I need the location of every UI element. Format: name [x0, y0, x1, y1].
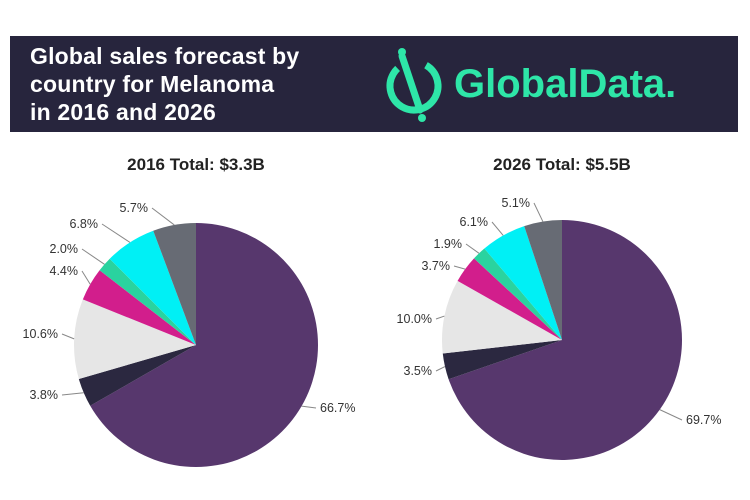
pie-slice — [99, 258, 196, 345]
leader-line — [435, 315, 445, 320]
globaldata-logo-icon — [386, 48, 442, 122]
pie-slice — [74, 299, 196, 380]
pie-slice — [82, 270, 196, 345]
leader-line — [491, 221, 504, 236]
slice-label: 3.7% — [422, 259, 451, 273]
chart-title-2016: 2016 Total: $3.3B — [127, 155, 265, 174]
leader-line — [659, 409, 683, 421]
pie-chart-2026: 69.7% 3.5% 10.0% 3.7% 1.9% 6.1% 5.1% — [397, 196, 721, 461]
leader-line — [151, 207, 175, 226]
title-line-1: Global sales forecast by — [30, 43, 300, 69]
slice-label: 2.0% — [50, 242, 79, 256]
slice-label: 3.5% — [404, 364, 433, 378]
pie-chart-2016: 66.7% 3.8% 10.6% 4.4% 2.0% 6.8% 5.7% — [23, 201, 355, 467]
slice-label: 5.1% — [502, 196, 531, 210]
leader-line — [533, 202, 544, 222]
pie-slice — [524, 220, 562, 340]
pie-slice — [441, 280, 562, 354]
slice-label: 1.9% — [434, 237, 463, 251]
slice-label: 5.7% — [120, 201, 149, 215]
leader-line — [435, 366, 446, 372]
leader-line — [101, 223, 131, 243]
pie-slice — [442, 340, 562, 380]
globaldata-logo: GlobalData. — [378, 44, 730, 124]
title-line-3: in 2016 and 2026 — [30, 99, 217, 125]
chart-title-2026: 2026 Total: $5.5B — [493, 155, 631, 174]
leader-line — [81, 248, 105, 265]
slice-label: 6.8% — [70, 217, 99, 231]
leader-line — [61, 333, 75, 340]
leader-line — [81, 270, 91, 285]
slice-label: 69.7% — [686, 413, 721, 427]
slice-label: 66.7% — [320, 401, 355, 415]
pie-slice — [153, 223, 196, 345]
slice-label: 3.8% — [30, 388, 59, 402]
pie-slice — [448, 220, 682, 461]
leader-line — [61, 392, 84, 396]
pie-slice — [78, 345, 196, 406]
slice-label: 4.4% — [50, 264, 79, 278]
pie-slice — [90, 223, 318, 467]
slice-label: 10.6% — [23, 327, 58, 341]
leader-line — [453, 265, 466, 270]
title-line-2: country for Melanoma — [30, 71, 275, 97]
leader-line — [301, 405, 317, 409]
pie-slice — [484, 226, 562, 340]
slice-label: 10.0% — [397, 312, 432, 326]
page-title: Global sales forecast by country for Mel… — [30, 42, 360, 126]
header-banner: Global sales forecast by country for Mel… — [10, 36, 738, 132]
logo-wordmark: GlobalData. — [454, 62, 677, 106]
pie-slice — [474, 248, 562, 340]
pie-slice — [457, 258, 562, 340]
pie-slice — [109, 230, 196, 345]
leader-line — [465, 243, 480, 254]
slice-label: 6.1% — [460, 215, 489, 229]
